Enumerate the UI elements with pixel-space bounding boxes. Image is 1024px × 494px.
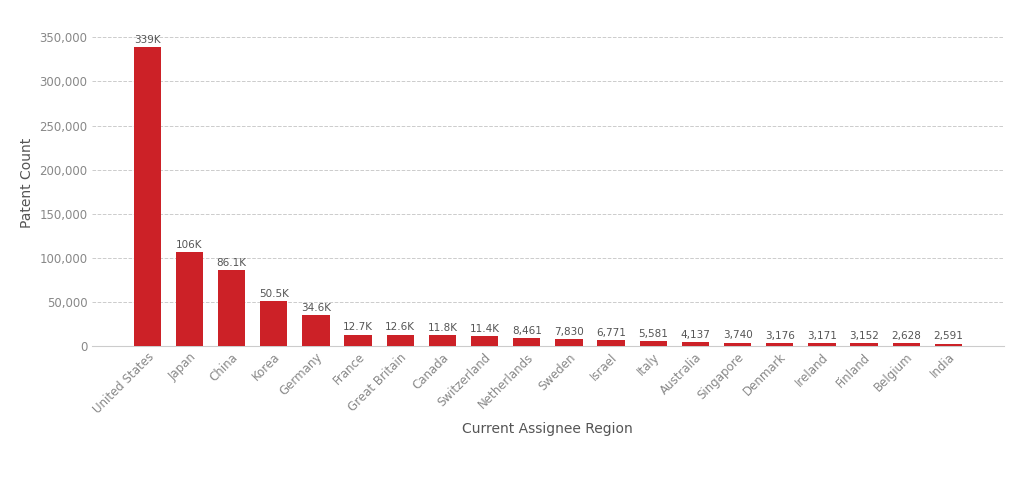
Bar: [218, 270, 246, 346]
Bar: [682, 342, 709, 346]
Text: 106K: 106K: [176, 240, 203, 250]
Bar: [766, 343, 794, 346]
Text: 3,176: 3,176: [765, 331, 795, 341]
Bar: [133, 47, 161, 346]
Bar: [387, 335, 414, 346]
Y-axis label: Patent Count: Patent Count: [19, 138, 34, 228]
Bar: [893, 343, 920, 346]
Text: 3,740: 3,740: [723, 330, 753, 340]
X-axis label: Current Assignee Region: Current Assignee Region: [463, 422, 633, 436]
Bar: [935, 343, 963, 346]
Bar: [302, 315, 330, 346]
Text: 12.6K: 12.6K: [385, 323, 416, 332]
Text: 86.1K: 86.1K: [217, 258, 247, 268]
Text: 7,830: 7,830: [554, 327, 584, 337]
Text: 6,771: 6,771: [596, 328, 626, 337]
Text: 339K: 339K: [134, 35, 161, 45]
Text: 5,581: 5,581: [638, 329, 669, 339]
Text: 8,461: 8,461: [512, 326, 542, 336]
Bar: [176, 252, 203, 346]
Text: 12.7K: 12.7K: [343, 323, 373, 332]
Text: 3,152: 3,152: [849, 331, 879, 341]
Bar: [555, 339, 583, 346]
Text: 3,171: 3,171: [807, 331, 837, 341]
Bar: [513, 338, 541, 346]
Bar: [429, 335, 456, 346]
Bar: [471, 336, 499, 346]
Text: 4,137: 4,137: [681, 330, 711, 340]
Bar: [640, 341, 667, 346]
Text: 50.5K: 50.5K: [259, 289, 289, 299]
Bar: [260, 301, 288, 346]
Bar: [724, 342, 752, 346]
Text: 11.4K: 11.4K: [470, 324, 500, 333]
Bar: [597, 340, 625, 346]
Bar: [808, 343, 836, 346]
Text: 11.8K: 11.8K: [427, 323, 458, 333]
Bar: [344, 334, 372, 346]
Text: 2,591: 2,591: [934, 331, 964, 341]
Text: 34.6K: 34.6K: [301, 303, 331, 313]
Text: 2,628: 2,628: [891, 331, 922, 341]
Bar: [850, 343, 878, 346]
